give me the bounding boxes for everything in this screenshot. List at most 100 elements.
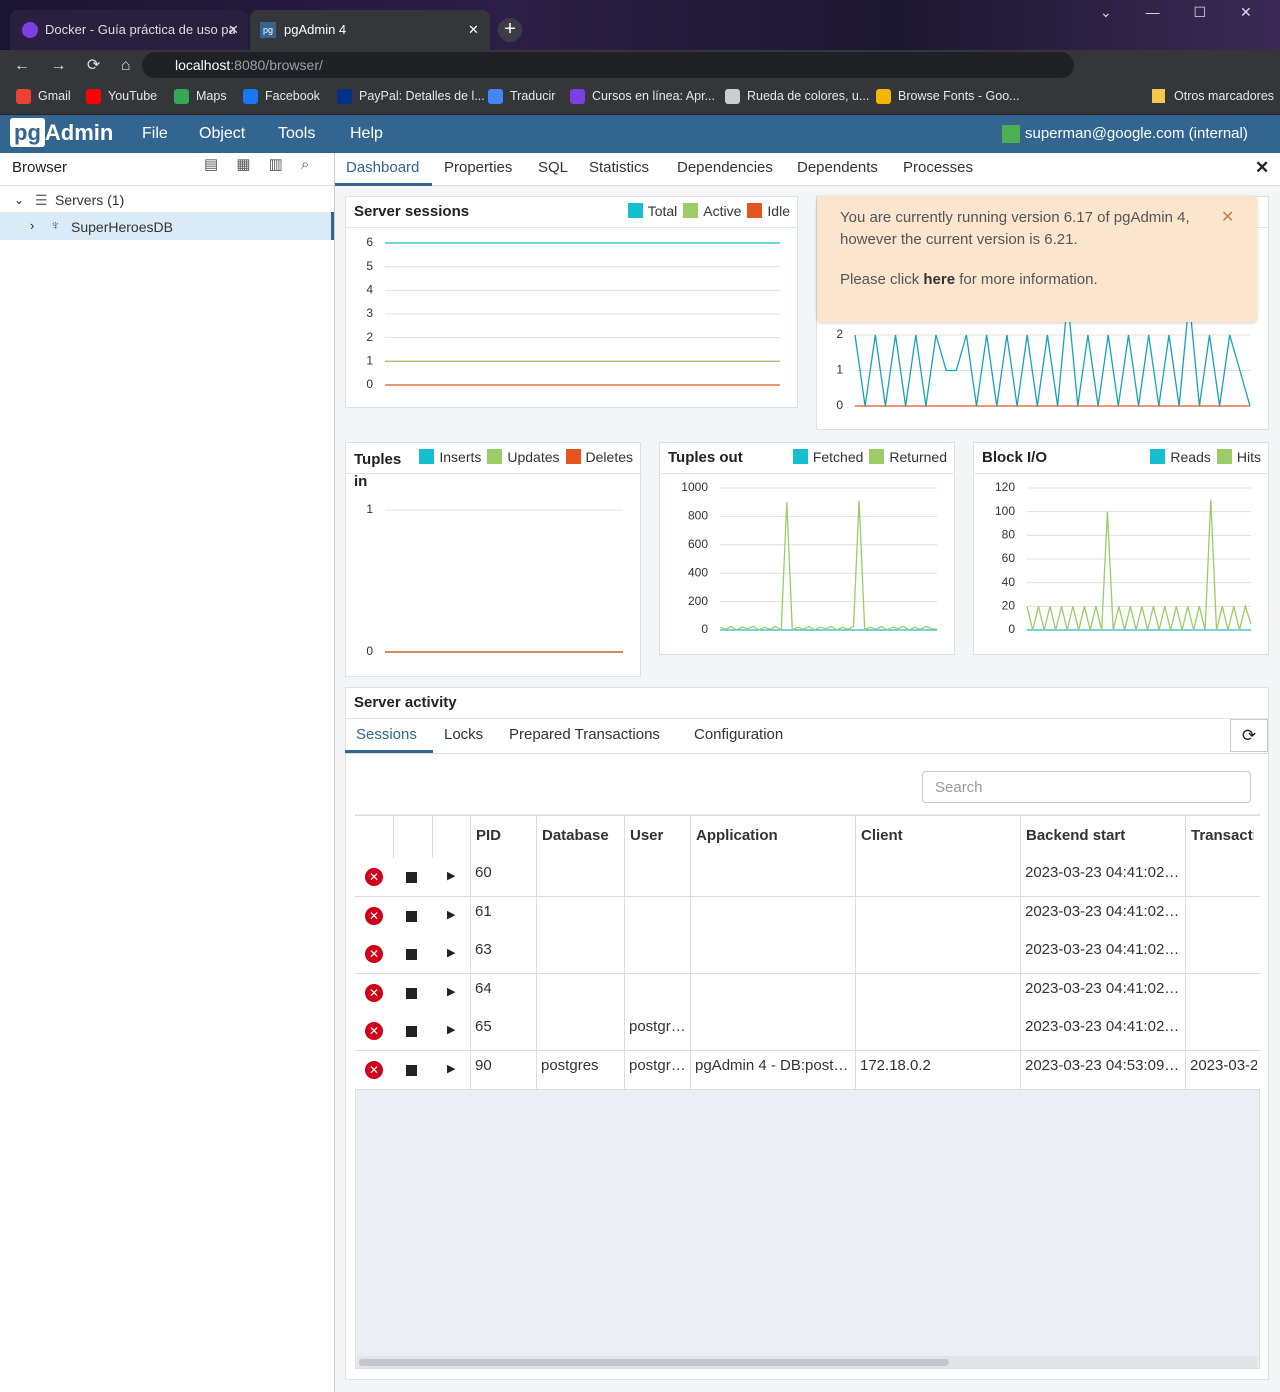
tab-title: pgAdmin 4	[284, 22, 347, 37]
legend-entry[interactable]: Deletes	[565, 449, 633, 465]
legend-swatch	[1150, 449, 1166, 464]
expand-button[interactable]: ▶	[447, 985, 456, 998]
activity-tab[interactable]: Sessions	[356, 726, 417, 743]
bookmark[interactable]: Gmail	[38, 89, 71, 103]
toolbar[interactable]: ▤ ▦ ▥ ⌕	[204, 156, 310, 173]
terminate-button[interactable]: ✕	[365, 868, 383, 886]
activity-tab[interactable]: Prepared Transactions	[509, 726, 660, 743]
cell-border	[1185, 896, 1186, 935]
close-button[interactable]: ✕	[1221, 209, 1235, 226]
main-tab[interactable]: Dependencies	[677, 159, 773, 176]
bookmark[interactable]: Otros marcadores	[1174, 89, 1275, 103]
expand-button[interactable]: ▶	[447, 947, 456, 960]
column-header[interactable]: Database	[536, 815, 618, 858]
main-tab[interactable]: SQL	[538, 159, 569, 176]
expand-button[interactable]: ▶	[447, 1063, 456, 1075]
cancel-button[interactable]	[406, 1065, 417, 1076]
legend-entry[interactable]: Updates	[487, 449, 560, 465]
bookmark-icon	[876, 89, 891, 104]
legend-label: Inserts	[439, 449, 482, 465]
terminate-button[interactable]: ✕	[365, 906, 383, 925]
legend-entry[interactable]: Hits	[1216, 449, 1261, 465]
activity-tab[interactable]: Configuration	[694, 726, 784, 743]
legend-entry[interactable]: Idle	[747, 203, 790, 219]
bookmark[interactable]: Traducir	[510, 89, 556, 103]
browser-tab[interactable]: pg pgAdmin 4 ✕	[250, 10, 490, 50]
bookmark[interactable]: PayPal: Detalles de l...	[359, 89, 485, 103]
column-header[interactable]: Application	[690, 815, 849, 858]
tree-node[interactable]: Servers (1)	[55, 192, 125, 208]
bookmark[interactable]: YouTube	[108, 89, 158, 103]
legend-swatch	[683, 203, 699, 218]
app-header	[0, 115, 1280, 153]
legend-entry[interactable]: Fetched	[792, 449, 863, 465]
user-menu[interactable]: superman@google.com (internal)	[1025, 125, 1248, 142]
link[interactable]: here	[923, 271, 956, 288]
cancel-button[interactable]	[406, 987, 417, 999]
menu[interactable]: Object	[199, 125, 246, 142]
legend-swatch	[792, 449, 808, 464]
cell-border	[536, 935, 537, 974]
cancel-button[interactable]	[406, 1026, 417, 1038]
main-tab[interactable]: Processes	[903, 159, 974, 176]
table-cell: 61	[475, 902, 492, 920]
legend-entry[interactable]: Total	[627, 203, 677, 219]
column-header[interactable]: Transactio	[1185, 815, 1254, 858]
window-controls[interactable]: ⌄ — ☐ ✕	[1100, 4, 1252, 20]
scrollbar-thumb[interactable]	[359, 1359, 949, 1366]
chart-title: Tuples out	[668, 449, 743, 466]
main-tab[interactable]: Properties	[444, 159, 513, 176]
table-cell: postgr…	[629, 1018, 686, 1036]
bookmark[interactable]: Cursos en línea: Apr...	[592, 89, 715, 103]
tree-selected[interactable]	[0, 212, 334, 240]
notification-text: Please click here for more information.	[840, 271, 1098, 288]
legend-entry[interactable]: Inserts	[419, 449, 481, 465]
panel-title: Server activity	[354, 694, 457, 711]
legend-swatch	[1216, 449, 1232, 464]
search-input[interactable]: Search	[922, 771, 1251, 803]
bookmark[interactable]: Facebook	[265, 89, 320, 103]
tab-bar	[335, 153, 1280, 186]
column-header[interactable]: User	[624, 815, 684, 858]
terminate-button[interactable]: ✕	[365, 1022, 383, 1041]
menu[interactable]: File	[142, 125, 168, 142]
terminate-button[interactable]: ✕	[365, 983, 383, 1002]
column-header[interactable]: Client	[855, 815, 1014, 858]
cell-border	[690, 858, 691, 896]
menu[interactable]: Tools	[278, 125, 316, 142]
expand-button[interactable]: ▶	[447, 870, 456, 882]
column-header[interactable]: PID	[470, 815, 530, 858]
main-tab[interactable]: Statistics	[589, 159, 650, 176]
legend-entry[interactable]: Reads	[1150, 449, 1211, 465]
expand-button[interactable]: ▶	[447, 1024, 456, 1037]
main-tab[interactable]: Dashboard	[346, 159, 420, 176]
cancel-button[interactable]	[406, 872, 417, 883]
legend-label: Updates	[507, 449, 560, 465]
refresh-button[interactable]: ⟳	[1230, 719, 1268, 752]
cell-border	[470, 858, 471, 896]
cell-border	[536, 896, 537, 935]
terminate-button[interactable]: ✕	[365, 945, 383, 964]
cancel-button[interactable]	[406, 910, 417, 922]
cancel-button[interactable]	[406, 949, 417, 961]
url[interactable]: localhost:8080/browser/	[175, 57, 323, 73]
legend-entry[interactable]: Active	[683, 203, 741, 219]
legend-entry[interactable]: Returned	[869, 449, 947, 465]
expand-button[interactable]: ▶	[447, 908, 456, 921]
bookmark[interactable]: Browse Fonts - Goo...	[898, 89, 1020, 103]
bookmark[interactable]: Maps	[196, 89, 227, 103]
legend-swatch	[419, 449, 435, 464]
main-tab[interactable]: Dependents	[797, 159, 878, 176]
column-header[interactable]: Backend start	[1020, 815, 1179, 858]
bookmark-icon	[16, 89, 31, 104]
legend-label: Idle	[767, 203, 790, 219]
bookmark[interactable]: Rueda de colores, u...	[747, 89, 870, 103]
cell-border	[624, 935, 625, 974]
browser-tab[interactable]: Docker - Guía práctica de uso pa ✕	[10, 10, 248, 50]
new-tab[interactable]: +	[498, 18, 522, 42]
tree-node[interactable]: SuperHeroesDB	[71, 219, 173, 235]
menu[interactable]: Help	[350, 125, 383, 142]
table-cell: 2023-03-23 04:41:02…	[1025, 979, 1180, 997]
activity-tab[interactable]: Locks	[444, 726, 484, 743]
terminate-button[interactable]: ✕	[365, 1061, 383, 1079]
